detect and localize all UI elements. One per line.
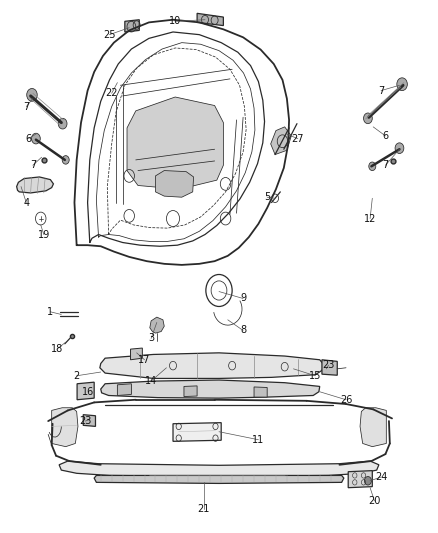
Polygon shape bbox=[117, 384, 131, 395]
Circle shape bbox=[27, 88, 37, 101]
Text: 1: 1 bbox=[47, 307, 53, 317]
Text: 3: 3 bbox=[148, 334, 154, 343]
Text: 7: 7 bbox=[30, 160, 36, 170]
Circle shape bbox=[395, 143, 404, 154]
Polygon shape bbox=[150, 317, 164, 333]
Text: 7: 7 bbox=[382, 160, 389, 170]
Polygon shape bbox=[17, 177, 53, 193]
Polygon shape bbox=[77, 382, 94, 400]
Polygon shape bbox=[254, 387, 267, 397]
Polygon shape bbox=[271, 127, 291, 155]
Circle shape bbox=[364, 113, 372, 124]
Text: 10: 10 bbox=[169, 17, 181, 26]
Polygon shape bbox=[127, 97, 223, 189]
Polygon shape bbox=[94, 475, 344, 483]
Text: 2: 2 bbox=[74, 371, 80, 381]
Text: 11: 11 bbox=[252, 435, 265, 445]
Polygon shape bbox=[173, 423, 221, 441]
Text: 23: 23 bbox=[79, 416, 92, 426]
Polygon shape bbox=[59, 461, 379, 477]
Polygon shape bbox=[52, 408, 78, 447]
Polygon shape bbox=[101, 380, 320, 398]
Text: 24: 24 bbox=[375, 472, 387, 482]
Text: 18: 18 bbox=[51, 344, 63, 354]
Text: 25: 25 bbox=[103, 30, 116, 39]
Circle shape bbox=[397, 78, 407, 91]
Text: 19: 19 bbox=[38, 230, 50, 239]
Text: 20: 20 bbox=[368, 496, 381, 506]
Text: 7: 7 bbox=[23, 102, 29, 111]
Text: 16: 16 bbox=[81, 387, 94, 397]
Text: 5: 5 bbox=[264, 192, 270, 202]
Polygon shape bbox=[348, 471, 372, 488]
Polygon shape bbox=[125, 20, 139, 32]
Polygon shape bbox=[360, 408, 386, 447]
Text: 17: 17 bbox=[138, 355, 151, 365]
Polygon shape bbox=[100, 353, 324, 378]
Text: 7: 7 bbox=[378, 86, 384, 95]
Text: 27: 27 bbox=[292, 134, 304, 143]
Text: 23: 23 bbox=[322, 360, 335, 370]
Text: 15: 15 bbox=[309, 371, 321, 381]
Polygon shape bbox=[184, 386, 197, 397]
Text: 26: 26 bbox=[340, 395, 352, 405]
Polygon shape bbox=[322, 360, 337, 375]
Circle shape bbox=[58, 118, 67, 129]
Circle shape bbox=[369, 162, 376, 171]
Text: 14: 14 bbox=[145, 376, 157, 386]
Circle shape bbox=[62, 156, 69, 164]
Circle shape bbox=[364, 477, 371, 485]
Polygon shape bbox=[155, 171, 194, 197]
Text: 6: 6 bbox=[382, 131, 389, 141]
Text: 22: 22 bbox=[106, 88, 118, 98]
Text: 21: 21 bbox=[198, 504, 210, 514]
Text: 12: 12 bbox=[364, 214, 376, 223]
Polygon shape bbox=[131, 348, 142, 360]
Polygon shape bbox=[197, 13, 223, 26]
Circle shape bbox=[32, 133, 40, 144]
Text: 8: 8 bbox=[240, 326, 246, 335]
Text: 9: 9 bbox=[240, 294, 246, 303]
Text: 6: 6 bbox=[25, 134, 32, 143]
Polygon shape bbox=[83, 415, 95, 426]
Text: 4: 4 bbox=[23, 198, 29, 207]
